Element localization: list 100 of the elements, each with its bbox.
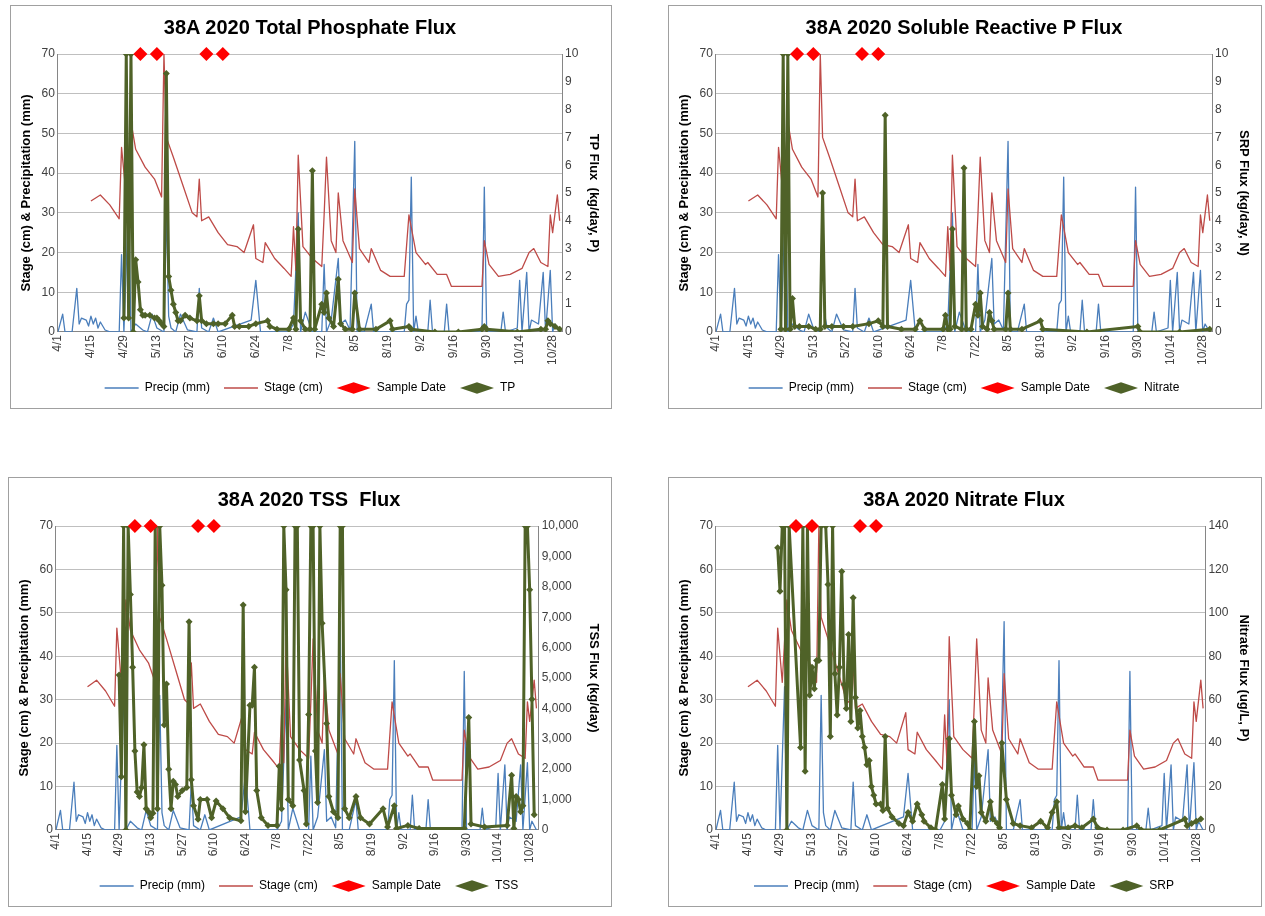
point <box>1206 325 1213 332</box>
x-tick-label: 5/27 <box>182 334 197 359</box>
x-tick-label: 6/10 <box>870 334 885 359</box>
x-tick-label: 10/14 <box>490 832 505 863</box>
y2-tick-label: 10,000 <box>541 518 579 533</box>
y2-tick-label: 60 <box>1208 692 1223 707</box>
x-tick-label: 5/27 <box>838 334 853 359</box>
x-tick-label: 8/19 <box>380 334 395 359</box>
y2-tick-label: 10 <box>565 46 579 61</box>
y2-tick-label: 3 <box>565 240 573 255</box>
legend-label: TSS <box>495 878 519 893</box>
point <box>990 325 998 332</box>
y2-tick-label: 5 <box>1215 185 1223 200</box>
x-tick-label: 9/30 <box>458 832 473 857</box>
y2-tick-label: 140 <box>1208 518 1229 533</box>
x-tick-label: 4/15 <box>740 832 755 857</box>
x-tick-label: 4/15 <box>83 334 98 359</box>
x-tick-label: 4/15 <box>740 334 755 359</box>
y-tick-label: 70 <box>699 46 714 61</box>
y2-tick-label: 4,000 <box>541 700 573 715</box>
x-tick-label: 4/1 <box>50 334 65 352</box>
y-tick-label: 10 <box>699 284 714 299</box>
chart-title: 38A 2020 Total Phosphate Flux <box>163 15 457 38</box>
y2-axis-title: TP Flux (kg/day, P) <box>586 133 602 253</box>
y2-axis-title: TSS Flux (kg/day) <box>586 623 602 733</box>
point <box>1018 325 1026 332</box>
y-tick-label: 30 <box>699 692 714 707</box>
y-tick-label: 50 <box>39 605 54 620</box>
x-tick-label: 8/5 <box>1000 334 1015 352</box>
legend-label: Precip (mm) <box>793 878 860 893</box>
chart-title: 38A 2020 Nitrate Flux <box>863 487 1065 510</box>
y-tick-label: 20 <box>699 735 714 750</box>
point <box>805 322 813 330</box>
y2-tick-label: 1 <box>1215 296 1223 311</box>
y2-tick-label: 6 <box>565 157 573 172</box>
y-axis-title: Stage (cm) & Precipitation (mm) <box>676 579 692 777</box>
y-axis-title: Stage (cm) & Precipitation (mm) <box>676 94 692 292</box>
x-tick-label: 10/28 <box>521 832 536 863</box>
y-tick-label: 20 <box>39 735 54 750</box>
y2-tick-label: 9 <box>1215 74 1223 89</box>
y2-tick-label: 4 <box>565 213 573 228</box>
x-tick-label: 5/27 <box>174 832 189 857</box>
x-tick-label: 6/10 <box>215 334 230 359</box>
y2-tick-label: 0 <box>541 822 549 837</box>
x-tick-label: 10/28 <box>1188 832 1203 863</box>
point <box>976 289 984 297</box>
y2-tick-label: 6 <box>1215 157 1223 172</box>
legend-label: Sample Date <box>1025 878 1096 893</box>
y-tick-label: 50 <box>699 605 714 620</box>
x-tick-label: 6/24 <box>902 334 917 359</box>
x-tick-label: 7/8 <box>281 334 296 352</box>
point <box>865 320 873 328</box>
x-tick-label: 8/19 <box>364 832 379 857</box>
y2-tick-label: 7 <box>565 129 573 144</box>
y2-tick-label: 1 <box>565 296 573 311</box>
y-tick-label: 30 <box>41 205 56 220</box>
y2-tick-label: 0 <box>1215 324 1223 339</box>
x-tick-label: 5/13 <box>804 832 819 857</box>
x-tick-label: 9/2 <box>395 832 410 850</box>
x-tick-label: 10/28 <box>1195 334 1210 365</box>
x-tick-label: 5/27 <box>836 832 851 857</box>
x-tick-label: 9/16 <box>446 334 461 359</box>
x-tick-label: 8/5 <box>996 832 1011 850</box>
x-tick-label: 10/14 <box>511 334 526 365</box>
point <box>874 317 882 325</box>
y-tick-label: 40 <box>41 165 56 180</box>
x-tick-label: 4/29 <box>773 334 788 359</box>
legend-label: Sample Date <box>1020 380 1091 395</box>
y2-tick-label: 8 <box>1215 101 1223 116</box>
x-tick-label: 6/24 <box>248 334 263 359</box>
x-tick-label: 9/16 <box>1092 832 1107 857</box>
point <box>967 325 975 332</box>
legend-label: Stage (cm) <box>258 878 318 893</box>
legend-label: Precip (mm) <box>788 380 854 395</box>
x-tick-label: 10/14 <box>1156 832 1171 863</box>
y2-tick-label: 40 <box>1208 735 1223 750</box>
point <box>941 311 949 319</box>
y-tick-label: 60 <box>699 561 714 576</box>
y-axis-title: Stage (cm) & Precipitation (mm) <box>16 579 32 777</box>
y2-tick-label: 8,000 <box>541 579 573 594</box>
x-tick-label: 9/16 <box>1097 334 1112 359</box>
x-tick-label: 4/1 <box>708 832 723 850</box>
x-tick-label: 9/16 <box>427 832 442 857</box>
legend-label: Sample Date <box>376 380 447 395</box>
x-tick-label: 9/2 <box>1060 832 1075 850</box>
x-tick-label: 6/24 <box>237 832 252 857</box>
y-tick-label: 10 <box>41 284 56 299</box>
x-tick-label: 4/29 <box>772 832 787 857</box>
y2-tick-label: 0 <box>565 324 573 339</box>
y2-tick-label: 3 <box>1215 240 1223 255</box>
y-tick-label: 70 <box>41 46 56 61</box>
x-tick-label: 6/24 <box>900 832 915 857</box>
x-tick-label: 5/13 <box>805 334 820 359</box>
x-tick-label: 7/8 <box>932 832 947 850</box>
y2-tick-label: 2 <box>565 268 573 283</box>
x-tick-label: 8/5 <box>347 334 362 352</box>
x-tick-label: 4/1 <box>48 832 63 850</box>
point <box>911 325 919 332</box>
x-tick-label: 4/29 <box>111 832 126 857</box>
y-tick-label: 30 <box>39 692 54 707</box>
